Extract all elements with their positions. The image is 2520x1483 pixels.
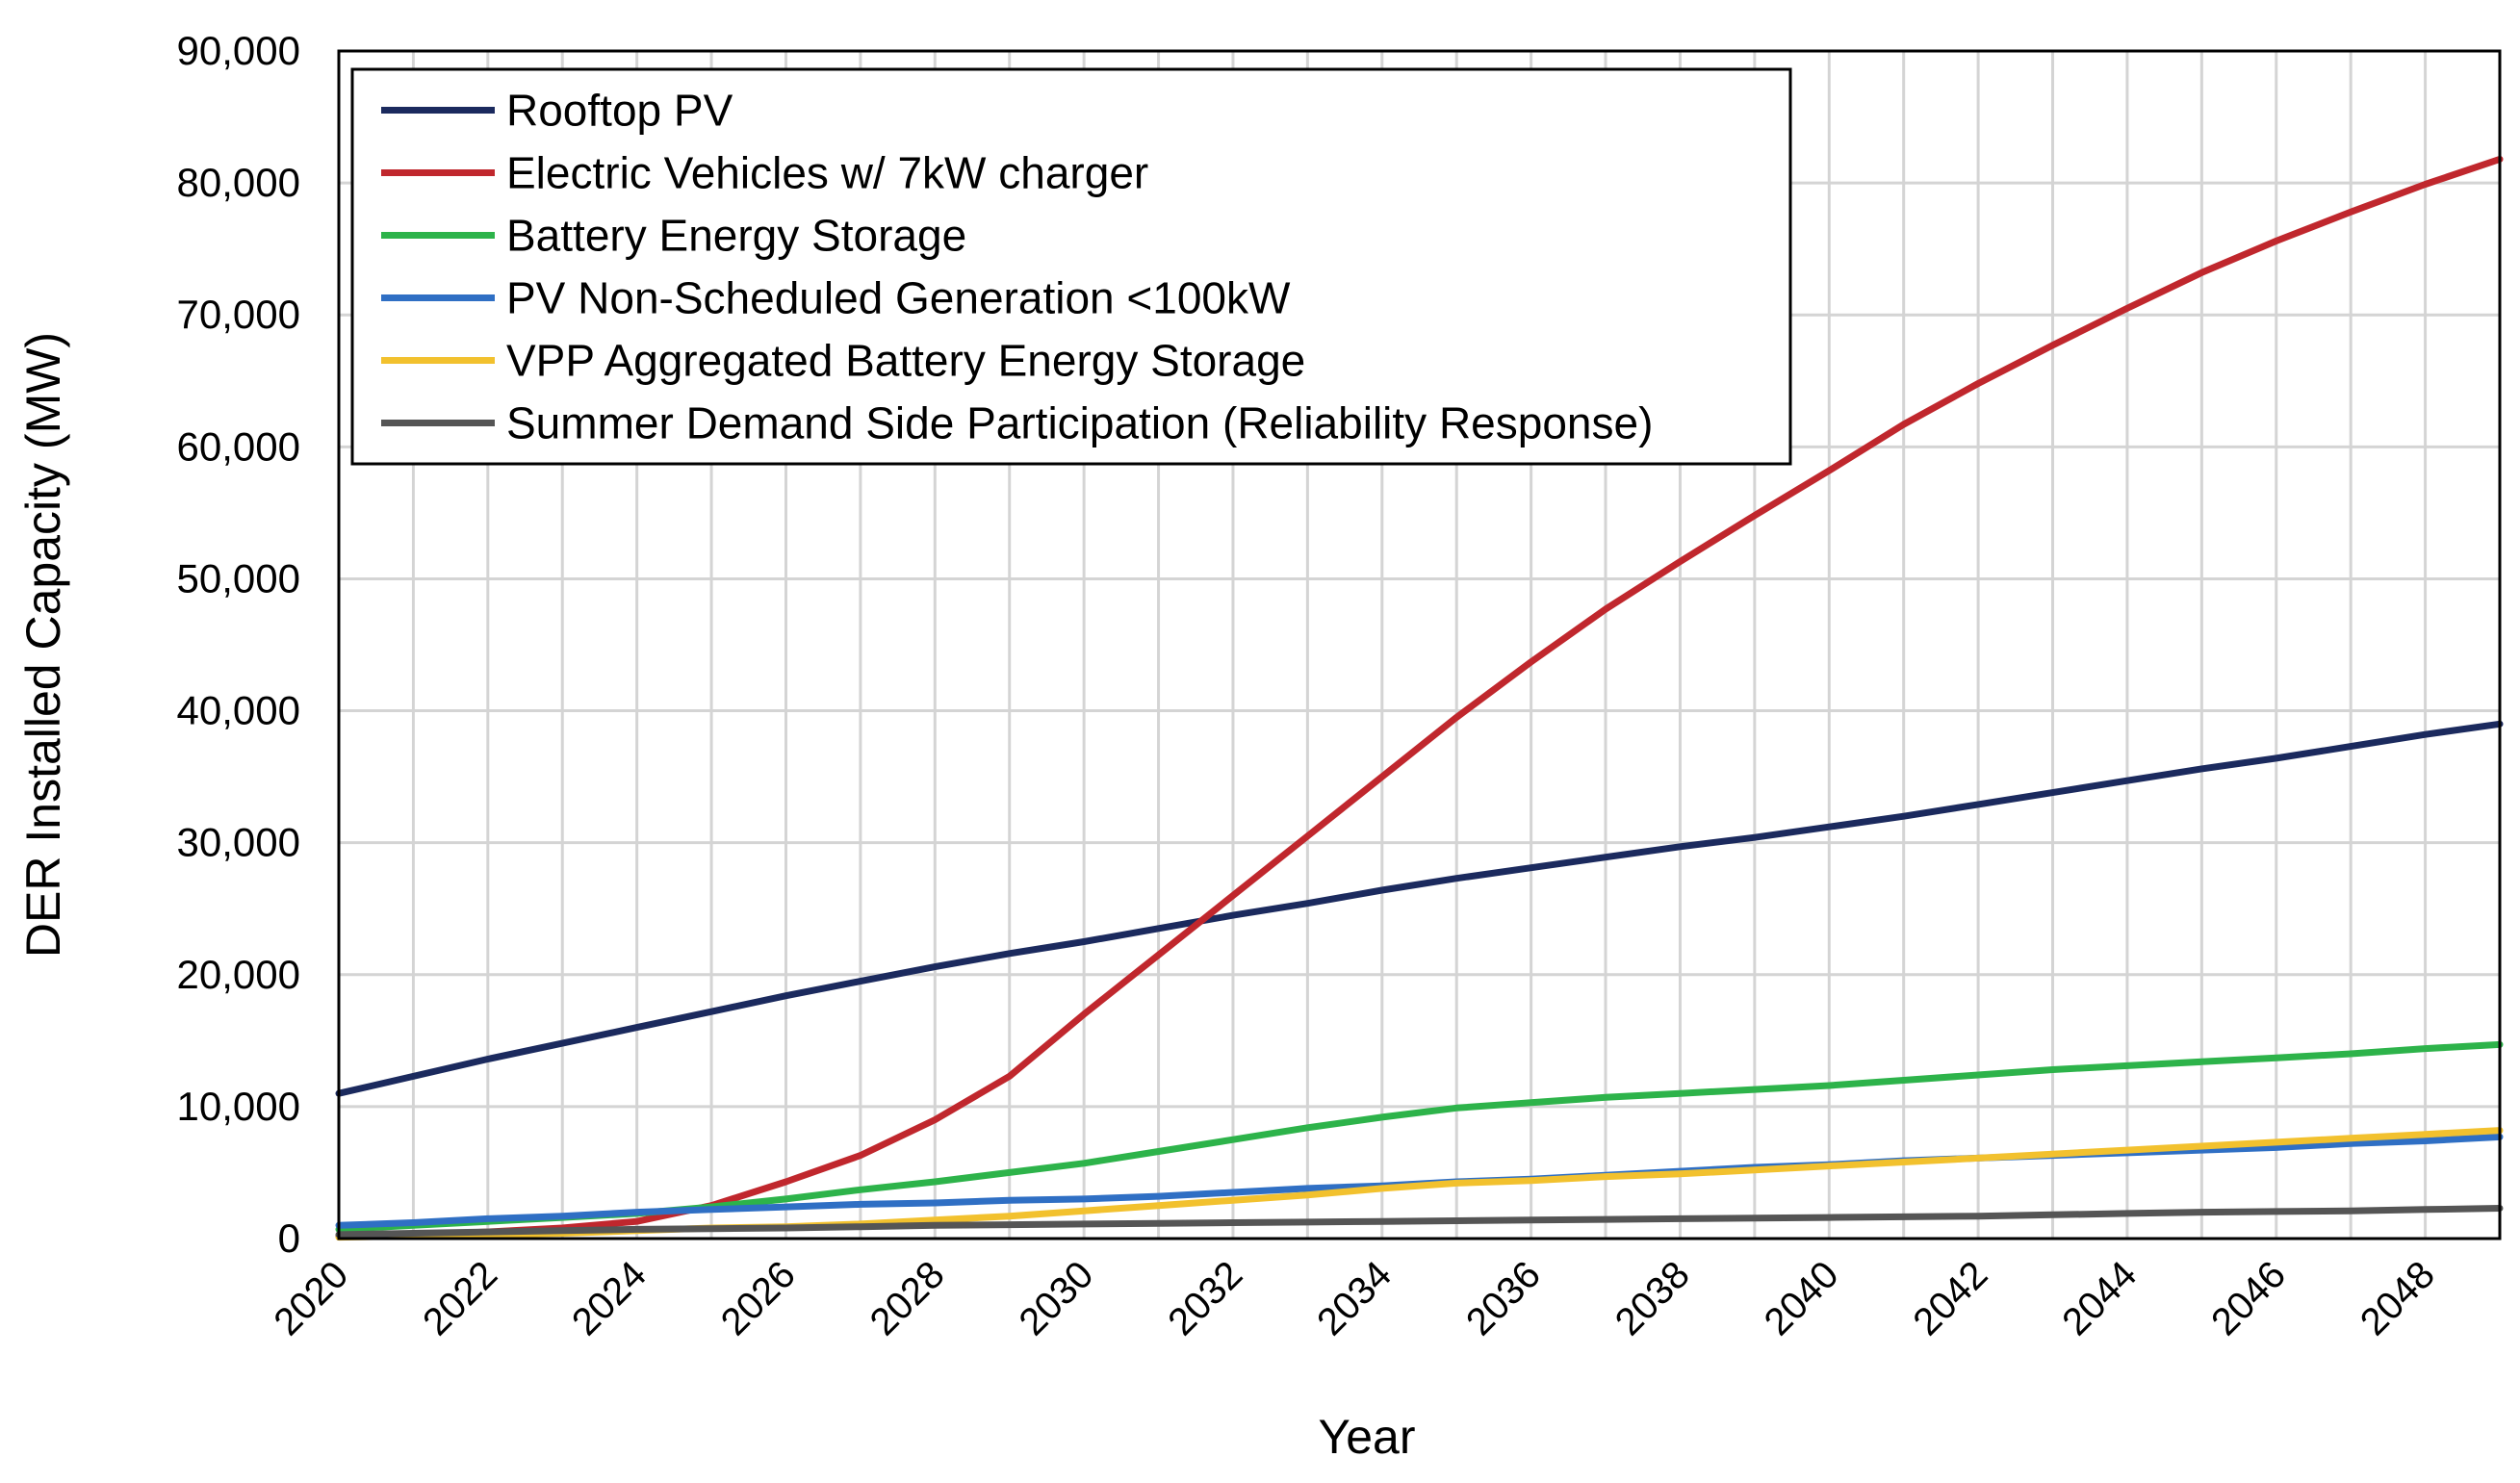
x-tick-label: 2026 [713, 1253, 804, 1343]
series-lines [335, 155, 2504, 1241]
y-tick-label: 10,000 [177, 1084, 300, 1129]
y-tick-label: 90,000 [177, 28, 300, 73]
x-tick-label: 2022 [415, 1253, 505, 1343]
y-tick-label: 20,000 [177, 952, 300, 997]
x-tick-label: 2044 [2054, 1253, 2145, 1343]
x-tick-label: 2038 [1607, 1253, 1698, 1343]
series-line-3 [335, 1040, 2504, 1233]
legend-label: Rooftop PV [506, 86, 733, 136]
y-tick-label: 60,000 [177, 423, 300, 469]
y-axis-title: DER Installed Capacity (MW) [16, 332, 70, 958]
x-tick-label: 2048 [2353, 1253, 2443, 1343]
x-tick-label: 2032 [1160, 1253, 1250, 1343]
x-tick-label: 2024 [564, 1253, 655, 1343]
y-axis-ticks: 0 10,000 20,000 30,000 40,000 50,000 60,000 70,… [177, 28, 300, 1261]
x-tick-label: 2036 [1458, 1253, 1549, 1343]
legend-box [350, 67, 1792, 466]
x-axis-title: Year [1318, 1410, 1415, 1464]
series-line-1 [335, 720, 2504, 1097]
legend-label: Battery Energy Storage [506, 211, 966, 261]
legend: Rooftop PV Electric Vehicles w/ 7kW charg… [350, 67, 1792, 466]
x-tick-label: 2020 [266, 1253, 356, 1343]
y-tick-label: 0 [278, 1215, 300, 1261]
legend-label: Summer Demand Side Participation (Reliab… [506, 398, 1653, 448]
plot-area-frame [337, 49, 2502, 1240]
x-tick-label: 2030 [1011, 1253, 1101, 1343]
series-line-6 [335, 1205, 2504, 1239]
legend-label: PV Non-Scheduled Generation <100kW [506, 273, 1291, 323]
y-tick-label: 50,000 [177, 555, 300, 601]
x-tick-label: 2046 [2203, 1253, 2294, 1343]
legend-label: VPP Aggregated Battery Energy Storage [506, 336, 1305, 386]
y-tick-label: 70,000 [177, 292, 300, 337]
y-tick-label: 40,000 [177, 688, 300, 733]
legend-label: Electric Vehicles w/ 7kW charger [506, 148, 1148, 198]
y-tick-label: 80,000 [177, 160, 300, 205]
x-axis-ticks: 2020 2022 2024 2026 2028 2030 2032 2034 2036 2038… [266, 1253, 2443, 1343]
x-tick-label: 2034 [1309, 1253, 1400, 1343]
x-tick-label: 2042 [1905, 1253, 1995, 1343]
y-tick-label: 30,000 [177, 820, 300, 865]
x-tick-label: 2040 [1757, 1253, 1847, 1343]
x-tick-label: 2028 [862, 1253, 953, 1343]
